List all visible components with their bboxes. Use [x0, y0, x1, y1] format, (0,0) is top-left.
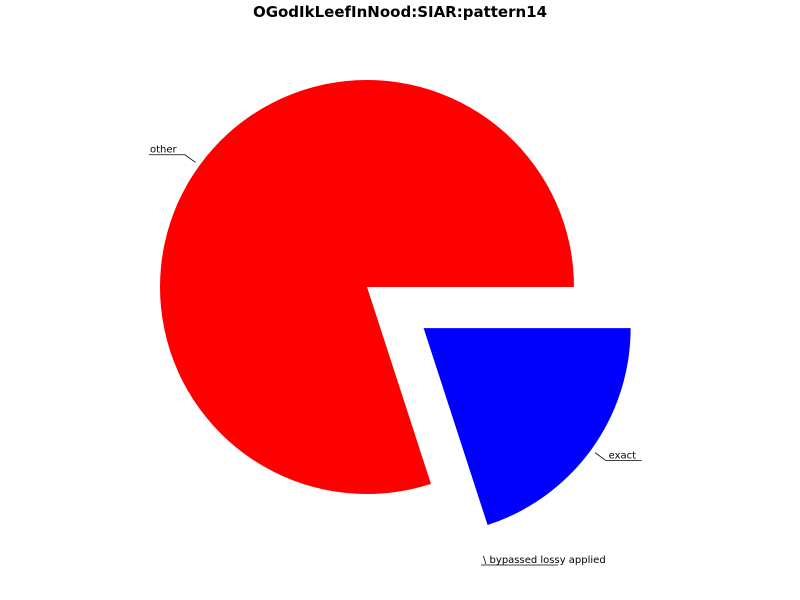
pie-slice-exact [423, 328, 631, 526]
slice-label-exact: exact [609, 450, 637, 461]
label-leader-other [148, 154, 196, 163]
pie-slice-other [160, 79, 574, 494]
chart-title: OGodIkLeefInNood:SIAR:pattern14 [252, 3, 548, 21]
slice-label-other: other [150, 145, 178, 156]
label-leader-exact [594, 452, 642, 461]
overlapping-labels: \ bypassed lossy applied [483, 555, 606, 566]
